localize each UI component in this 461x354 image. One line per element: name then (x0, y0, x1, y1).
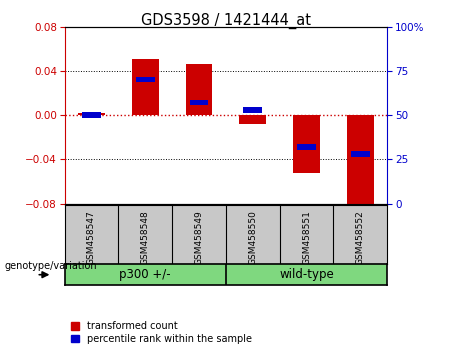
Bar (185, 64, 213, 115)
Bar (189, 100, 208, 105)
Text: genotype/variation: genotype/variation (5, 261, 97, 271)
Bar (136, 77, 154, 82)
Legend: transformed count, percentile rank within the sample: transformed count, percentile rank withi… (70, 319, 254, 346)
Bar (132, 59, 159, 115)
Text: GDS3598 / 1421444_at: GDS3598 / 1421444_at (141, 12, 311, 29)
Bar (347, 115, 374, 206)
Text: GSM458548: GSM458548 (141, 210, 150, 265)
Text: GSM458550: GSM458550 (248, 210, 257, 265)
Text: wild-type: wild-type (279, 268, 334, 281)
Text: p300 +/-: p300 +/- (119, 268, 171, 281)
Bar (239, 115, 266, 124)
Text: GSM458549: GSM458549 (195, 210, 203, 265)
Bar (351, 151, 370, 157)
Bar (78, 113, 105, 115)
Bar (82, 112, 101, 118)
Text: GSM458551: GSM458551 (302, 210, 311, 265)
Bar (293, 115, 320, 173)
Bar (297, 144, 316, 150)
Text: GSM458552: GSM458552 (356, 210, 365, 265)
Bar (243, 107, 262, 113)
Text: GSM458547: GSM458547 (87, 210, 96, 265)
